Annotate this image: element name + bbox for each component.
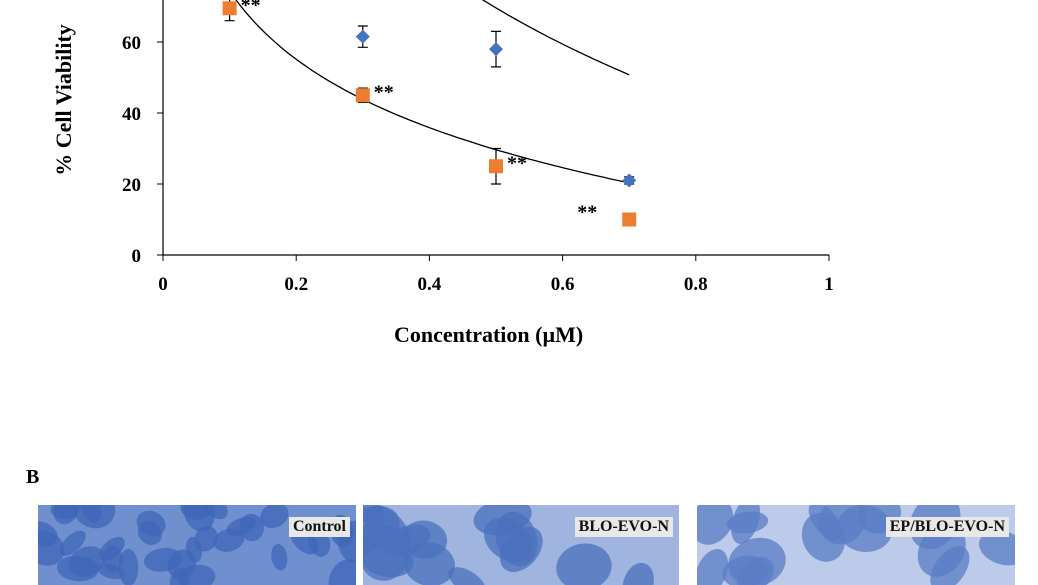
cell-shape	[97, 563, 125, 580]
data-point-square	[355, 88, 370, 103]
x-tick-label: 0.2	[284, 274, 308, 295]
y-axis-label-wrap: % Cell Viability	[44, 0, 84, 200]
cell-shape	[726, 511, 769, 534]
significance-marker: **	[374, 81, 394, 103]
significance-marker: **	[241, 0, 261, 16]
chart-ticks: 0 0.2 0.4 0.6 0.8 1 0 20 40 60	[122, 33, 834, 295]
significance-marker: **	[577, 202, 597, 224]
y-tick-label: 20	[122, 175, 141, 196]
cell-shape	[136, 510, 166, 537]
y-tick-label: 60	[122, 33, 141, 54]
trendline-0	[481, 0, 630, 76]
y-tick-label: 40	[122, 104, 141, 125]
data-point-square	[222, 1, 237, 16]
cell-shape	[213, 528, 245, 552]
trendline-1	[235, 0, 630, 184]
panel-b-label: B	[26, 466, 40, 488]
cell-shape	[194, 525, 218, 552]
cell-shape	[180, 505, 210, 520]
micrograph-cells	[363, 505, 679, 585]
x-tick-label: 1	[824, 274, 834, 295]
x-tick-label: 0.8	[684, 274, 708, 295]
cell-shape	[50, 505, 79, 520]
cell-shape	[99, 536, 125, 561]
cell-shape	[728, 537, 786, 585]
y-tick-label: 0	[132, 246, 142, 267]
y-axis-label: % Cell Viability	[51, 24, 76, 176]
cell-shape	[79, 505, 102, 523]
data-markers	[222, 1, 637, 227]
micrograph-tag: Control	[288, 517, 350, 537]
x-tick-label: 0	[158, 274, 168, 295]
cell-shape	[68, 546, 106, 577]
cell-shape	[260, 505, 289, 528]
data-point-square	[622, 212, 637, 227]
cell-shape	[697, 505, 734, 545]
cell-shape	[364, 505, 411, 556]
micrograph-tag: BLO-EVO-N	[574, 517, 673, 537]
data-point-square	[489, 159, 503, 174]
x-tick-label: 0.4	[418, 274, 442, 295]
micrograph-control: Control	[38, 505, 356, 585]
cell-shape	[473, 505, 532, 536]
cell-shape	[808, 505, 843, 541]
cell-shape	[271, 543, 288, 571]
micrograph-ep-blo-evo-n: EP/BLO-EVO-N	[697, 505, 1015, 585]
viability-chart: 0 0.2 0.4 0.6 0.8 1 0 20 40 60 ** ** ** **	[122, 0, 834, 295]
data-point-diamond	[622, 173, 637, 188]
significance-marker: **	[507, 152, 527, 174]
x-tick-label: 0.6	[551, 274, 575, 295]
data-point-diamond	[489, 42, 503, 57]
micrograph-blo-evo-n: BLO-EVO-N	[363, 505, 679, 585]
error-bars	[224, 0, 635, 185]
micrograph-tag: EP/BLO-EVO-N	[885, 517, 1009, 537]
cell-shape	[38, 530, 65, 566]
cell-shape	[403, 542, 455, 585]
x-axis-label: Concentration (µM)	[394, 322, 584, 347]
trendlines	[235, 0, 630, 184]
cell-shape	[979, 530, 1015, 566]
cell-shape	[59, 530, 86, 556]
data-point-diamond	[355, 29, 370, 44]
significance-annotations: ** ** ** **	[241, 0, 598, 224]
